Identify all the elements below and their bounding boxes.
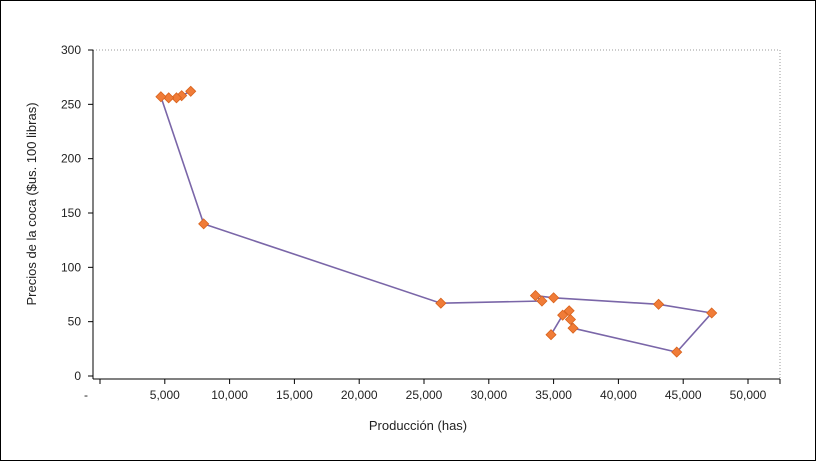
y-tick-label: 150 (61, 206, 81, 220)
data-point (529, 290, 542, 302)
x-tick-label: 10,000 (211, 388, 248, 402)
y-tick-label: 100 (61, 260, 81, 274)
data-point (671, 346, 683, 358)
x-tick-label: 30,000 (470, 388, 507, 402)
y-tick-label: 0 (74, 369, 81, 383)
plot-area (92, 49, 781, 380)
x-axis-title: Producción (has) (369, 418, 467, 433)
data-point (170, 92, 183, 104)
x-tick-label: 45,000 (665, 388, 702, 402)
data-point (563, 305, 575, 317)
data-point (155, 91, 167, 103)
x-tick-label: 40,000 (600, 388, 637, 402)
data-point (564, 313, 577, 326)
series-markers (155, 85, 718, 358)
x-tick-label: 20,000 (341, 388, 378, 402)
x-tick-label: 50,000 (730, 388, 767, 402)
y-tick-label: 50 (68, 315, 82, 329)
data-point (545, 329, 557, 341)
y-axis-ticks: 0 50 100 150 200 250 300 (61, 43, 93, 383)
data-point (653, 298, 665, 310)
x-axis-ticks: - 5,000 10,000 15,000 20,000 25,000 30,000 35,0… (84, 379, 781, 402)
x-tick-label: 5,000 (150, 388, 180, 402)
y-tick-label: 250 (61, 97, 81, 111)
data-point (198, 218, 210, 230)
x-tick-label: - (84, 388, 88, 402)
data-point (435, 297, 447, 309)
data-point (567, 322, 579, 334)
y-tick-label: 300 (61, 43, 81, 57)
data-point (706, 307, 718, 319)
x-tick-label: 35,000 (535, 388, 572, 402)
data-point (536, 295, 548, 307)
y-tick-label: 200 (61, 152, 81, 166)
data-point (557, 309, 569, 321)
y-axis-title: Precios de la coca ($us. 100 libras) (24, 102, 39, 305)
x-tick-label: 15,000 (276, 388, 313, 402)
data-point (185, 85, 197, 97)
x-tick-label: 25,000 (406, 388, 443, 402)
data-point (548, 292, 560, 304)
